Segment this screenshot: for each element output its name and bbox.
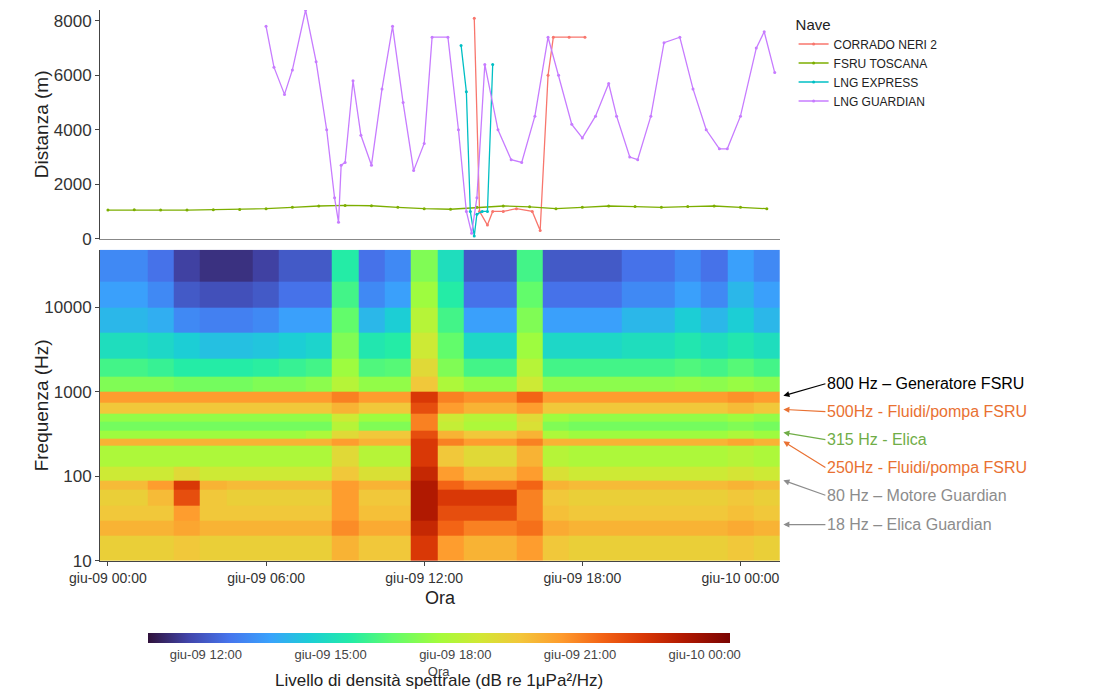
svg-text:0: 0 <box>82 230 91 249</box>
svg-text:Livello di densità spettrale (: Livello di densità spettrale (dB re 1μPa… <box>275 671 603 690</box>
svg-text:4000: 4000 <box>54 121 92 140</box>
svg-text:315 Hz - Elica: 315 Hz - Elica <box>827 431 927 448</box>
svg-text:18 Hz – Elica Guardian: 18 Hz – Elica Guardian <box>827 516 992 533</box>
svg-text:giu-09 12:00: giu-09 12:00 <box>385 570 463 586</box>
svg-text:10: 10 <box>73 552 92 571</box>
svg-text:1000: 1000 <box>54 383 92 402</box>
svg-text:giu-10 00:00: giu-10 00:00 <box>702 570 780 586</box>
svg-text:Ora: Ora <box>428 664 450 679</box>
svg-text:CORRADO NERI 2: CORRADO NERI 2 <box>834 38 938 52</box>
svg-text:Distanza (m): Distanza (m) <box>31 70 52 178</box>
svg-text:100: 100 <box>63 467 91 486</box>
svg-text:800 Hz – Generatore FSRU: 800 Hz – Generatore FSRU <box>827 375 1024 392</box>
svg-text:8000: 8000 <box>54 12 92 31</box>
svg-text:80 Hz – Motore Guardian: 80 Hz – Motore Guardian <box>827 487 1007 504</box>
svg-text:2000: 2000 <box>54 175 92 194</box>
svg-text:FSRU TOSCANA: FSRU TOSCANA <box>834 57 928 71</box>
svg-text:giu-09 18:00: giu-09 18:00 <box>543 570 621 586</box>
svg-text:giu-09 12:00: giu-09 12:00 <box>170 647 242 662</box>
svg-text:LNG GUARDIAN: LNG GUARDIAN <box>834 95 925 109</box>
svg-text:giu-09 00:00: giu-09 00:00 <box>69 570 147 586</box>
svg-text:10000: 10000 <box>44 298 91 317</box>
svg-text:Ora: Ora <box>425 588 456 608</box>
svg-text:250Hz - Fluidi/pompa FSRU: 250Hz - Fluidi/pompa FSRU <box>827 459 1027 476</box>
svg-text:LNG EXPRESS: LNG EXPRESS <box>834 76 919 90</box>
svg-text:giu-09 18:00: giu-09 18:00 <box>419 647 491 662</box>
svg-text:giu-10 00:00: giu-10 00:00 <box>669 647 741 662</box>
svg-text:giu-09 21:00: giu-09 21:00 <box>544 647 616 662</box>
svg-text:Frequenza (Hz): Frequenza (Hz) <box>31 339 52 471</box>
svg-text:500Hz - Fluidi/pompa FSRU: 500Hz - Fluidi/pompa FSRU <box>827 403 1027 420</box>
svg-text:giu-09 06:00: giu-09 06:00 <box>227 570 305 586</box>
svg-text:giu-09 15:00: giu-09 15:00 <box>294 647 366 662</box>
svg-text:Nave: Nave <box>796 16 831 33</box>
svg-text:6000: 6000 <box>54 66 92 85</box>
